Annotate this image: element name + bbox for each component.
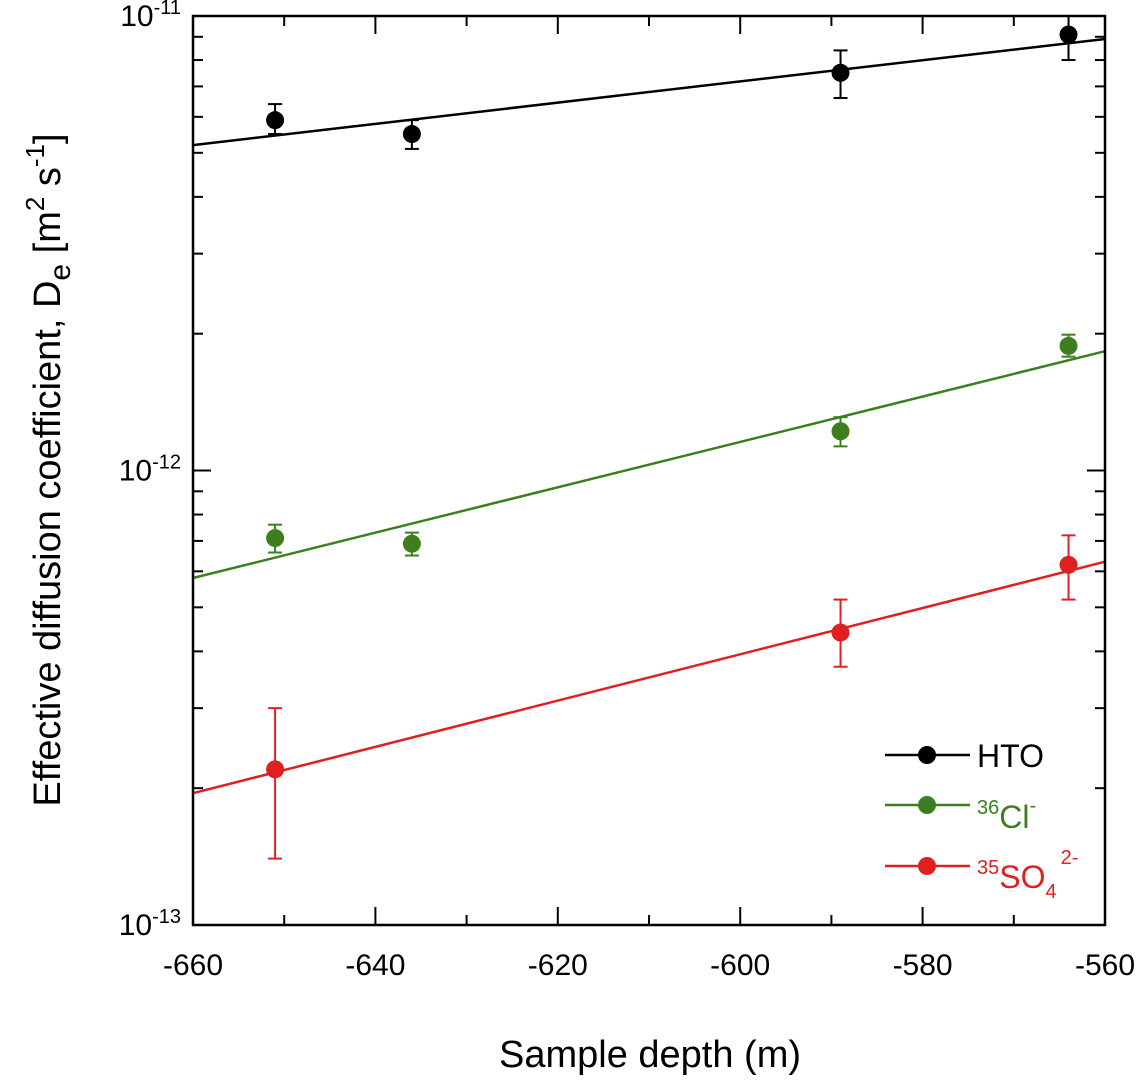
legend-label-cl36: 36Cl- [977,795,1036,835]
y-tick-label: 10-12 [119,452,181,488]
data-point-hto [402,125,421,144]
x-tick-label: -660 [163,949,223,982]
legend-entry-so4-35: 35SO42- [885,847,1078,903]
legend-label-hto: HTO [977,738,1044,774]
data-point-so4_35 [831,623,850,642]
x-tick-label: -580 [893,949,953,982]
legend-entry-hto: HTO [885,738,1044,774]
fit-line-so4_35 [192,560,1106,795]
y-tick-label: 10-11 [120,0,181,33]
fit-line-cl36 [192,350,1106,580]
x-axis-title: Sample depth (m) [499,1034,801,1076]
legend-marker-cl36 [918,796,936,814]
y-axis-title: Effective diffusion coefficient, De [m2 … [20,133,77,806]
legend-marker-hto [918,746,936,764]
major-ticks [192,15,1106,926]
x-tick-label: -620 [528,949,588,982]
data-point-hto [266,111,285,130]
data-point-cl36 [1059,336,1078,355]
fit-lines [192,37,1106,795]
data-point-so4_35 [266,760,285,779]
data-point-so4_35 [1059,555,1078,574]
plot-frame [191,14,1107,927]
data-point-hto [831,63,850,82]
x-tick-label: -560 [1075,949,1135,982]
x-tick-label: -640 [345,949,405,982]
fit-line-hto [192,37,1106,147]
data-points [266,25,1078,779]
x-tick-labels: -660 -640 -620 -600 -580 -560 [163,949,1135,982]
legend-marker-so4-35 [918,857,936,875]
data-point-cl36 [831,422,850,441]
data-point-cl36 [402,534,421,553]
y-tick-label: 10-13 [119,906,181,942]
data-point-cl36 [266,529,285,548]
minor-ticks [193,16,1105,925]
error-bars [268,15,1076,860]
x-tick-label: -600 [710,949,770,982]
y-tick-labels: 10-13 10-12 10-11 [119,0,181,942]
legend-entry-cl36: 36Cl- [885,795,1036,835]
legend-label-so4-35: 35SO42- [977,847,1078,903]
data-point-hto [1059,25,1078,44]
legend: HTO 36Cl- 35SO42- [885,738,1078,903]
